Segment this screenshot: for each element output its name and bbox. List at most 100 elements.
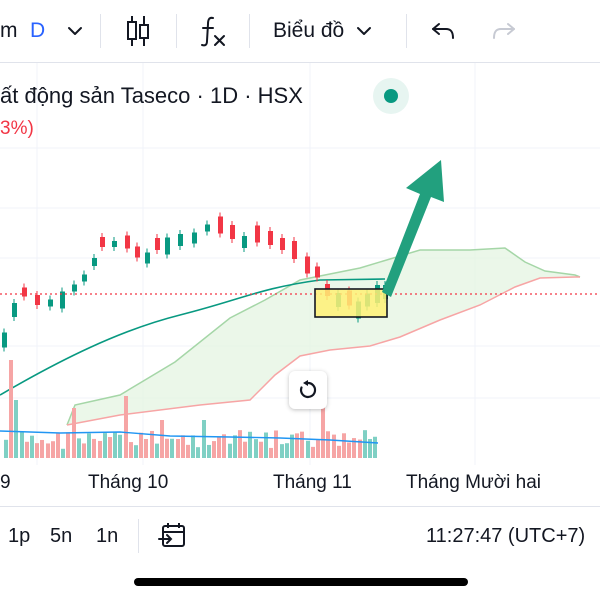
volume-bar [103, 433, 107, 458]
undo-button[interactable] [430, 0, 456, 62]
range-button-1n[interactable]: 1n [96, 525, 119, 547]
cloud-upper-line [66, 247, 581, 426]
volume-bar [259, 441, 263, 458]
candle-body [255, 225, 260, 243]
time-label: Tháng 10 [88, 472, 169, 493]
volume-bar [363, 430, 367, 458]
candle-body [92, 258, 97, 266]
volume-bar [212, 441, 216, 458]
home-indicator [134, 578, 468, 586]
candle-body [100, 237, 105, 247]
volume-bar [56, 433, 60, 458]
candle-body [292, 241, 297, 259]
redo-button[interactable] [491, 0, 517, 62]
volume-bar [160, 420, 164, 458]
volume-bar [373, 436, 377, 458]
chart-style-button[interactable] [124, 0, 152, 62]
volume-bar [144, 439, 148, 458]
chart-type-menu[interactable]: Biểu đồ [273, 0, 374, 62]
chart-toolbar: m D Biểu đồ [0, 0, 600, 63]
reset-chart-button[interactable] [289, 371, 327, 409]
volume-bar [51, 441, 55, 458]
volume-bar [61, 448, 65, 458]
interval-button[interactable]: D [30, 0, 45, 62]
candle-body [2, 332, 7, 348]
time-label: Tháng Mười hai [406, 472, 542, 493]
symbol-label: m [0, 19, 18, 42]
volume-bars [0, 360, 379, 458]
symbol-search[interactable]: m [0, 0, 18, 62]
volume-bar [176, 439, 180, 458]
goto-date-icon [158, 523, 185, 547]
volume-bar [113, 431, 117, 458]
candle-body [82, 274, 87, 282]
volume-bar [77, 438, 81, 458]
volume-bar [243, 441, 247, 458]
volume-bar [196, 447, 200, 458]
candle-body [280, 238, 285, 250]
ichimoku-cloud [0, 247, 581, 426]
indicators-fx-icon [201, 16, 225, 47]
volume-bar [98, 440, 102, 458]
volume-bar [274, 430, 278, 458]
volume-bar [108, 437, 112, 458]
candle-body [72, 284, 77, 292]
volume-bar [191, 435, 195, 458]
price-chart[interactable] [0, 63, 600, 505]
candle-body [22, 287, 27, 297]
volume-bar [300, 431, 304, 458]
range-button-5n[interactable]: 5n [50, 525, 73, 547]
volume-bar [337, 445, 341, 458]
candle-body [178, 234, 183, 246]
range-button-1p[interactable]: 1p [8, 525, 31, 547]
volume-bar [248, 431, 252, 458]
chart-type-label: Biểu đồ [273, 19, 345, 42]
volume-bar [14, 400, 18, 458]
interval-label: D [30, 19, 46, 42]
volume-bar [165, 438, 169, 458]
time-label: 9 [0, 472, 11, 493]
symbol-title: ất động sản Taseco · 1D · HSX [0, 83, 303, 108]
redo-icon [493, 23, 515, 39]
volume-bar [295, 433, 299, 458]
toolbar-divider [138, 519, 139, 553]
volume-bar [290, 434, 294, 458]
volume-bar [326, 431, 330, 458]
volume-average-line [0, 430, 379, 444]
indicators-button[interactable] [198, 0, 228, 62]
volume-bar [217, 436, 221, 458]
volume-bar [129, 442, 133, 458]
time-axis[interactable]: 9 Tháng 10 Tháng 11 Tháng Mười hai [0, 470, 600, 498]
chevron-down-icon [68, 27, 82, 35]
volume-bar [202, 420, 206, 458]
goto-date-button[interactable] [158, 521, 188, 556]
candle-body [60, 291, 65, 309]
volume-bar [311, 446, 315, 458]
chevron-down-icon [357, 27, 372, 35]
symbol-legend[interactable]: ất động sản Taseco · 1D · HSX [0, 80, 303, 112]
volume-bar [207, 444, 211, 458]
interval-dropdown[interactable] [66, 0, 84, 62]
candle-body [125, 235, 130, 249]
candle-body [145, 252, 150, 264]
volume-bar [4, 439, 8, 458]
price-change: 3%) [0, 118, 34, 139]
bottom-toolbar: 1p 5n 1n 11:27:47 (UTC+7) [0, 506, 600, 565]
volume-bar [139, 432, 143, 458]
volume-bar [82, 443, 86, 458]
volume-bar [66, 432, 70, 458]
candle-body [305, 256, 310, 274]
clock-label[interactable]: 11:27:47 (UTC+7) [426, 525, 586, 547]
volume-bar [358, 439, 362, 458]
highlight-rectangle [314, 288, 388, 318]
volume-bar [9, 360, 13, 458]
candlestick-icon [127, 16, 149, 46]
market-status-icon[interactable] [373, 78, 409, 114]
candle-body [192, 232, 197, 244]
volume-bar [150, 430, 154, 458]
volume-bar [368, 439, 372, 458]
volume-bar [155, 443, 159, 458]
cloud-fill [67, 248, 580, 425]
volume-bar [280, 444, 284, 458]
volume-bar [92, 438, 96, 458]
